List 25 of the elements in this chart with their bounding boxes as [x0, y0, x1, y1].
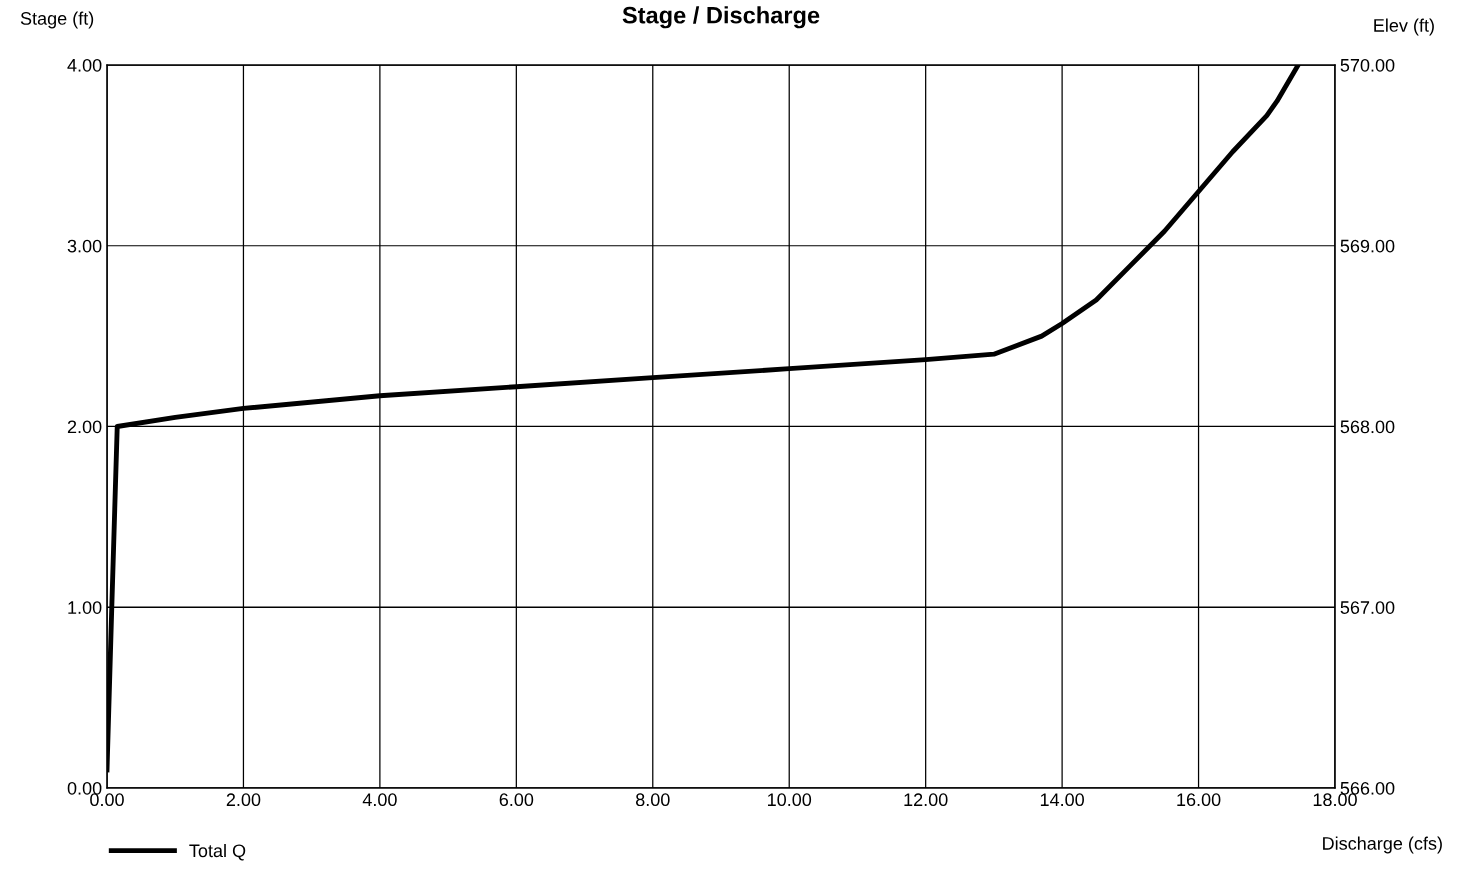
y2-tick-label: 570.00 [1340, 58, 1395, 72]
x-tick-label: 12.00 [904, 793, 948, 807]
y2-tick-label: 566.00 [1340, 781, 1395, 795]
x-tick-label: 14.00 [1040, 793, 1084, 807]
y2-tick-label: 568.00 [1340, 420, 1395, 434]
chart-title: Stage / Discharge [622, 6, 820, 29]
y-tick-label: 3.00 [67, 239, 102, 253]
x-tick-label: 16.00 [1177, 793, 1221, 807]
x-tick-label: 10.00 [768, 793, 812, 807]
x-tick-label: 2.00 [226, 793, 261, 807]
x-tick-label: 4.00 [362, 793, 397, 807]
y-tick-label: 1.00 [68, 601, 102, 614]
y-tick-label: 0.00 [67, 781, 102, 795]
x-axis-title: Discharge (cfs) [1323, 836, 1442, 854]
y-tick-label: 4.00 [67, 58, 102, 72]
x-tick-label: 0.00 [90, 793, 124, 807]
y-axis-title: Stage (ft) [20, 11, 94, 29]
y2-tick-label: 567.00 [1340, 601, 1395, 614]
y2-axis-title: Elev (ft) [1374, 18, 1434, 36]
legend-label: Total Q [189, 843, 246, 861]
y-tick-label: 2.00 [67, 420, 102, 434]
x-tick-label: 18.00 [1313, 793, 1357, 807]
x-tick-label: 8.00 [635, 793, 670, 807]
x-tick-label: 6.00 [499, 793, 534, 807]
y2-tick-label: 569.00 [1340, 239, 1395, 253]
